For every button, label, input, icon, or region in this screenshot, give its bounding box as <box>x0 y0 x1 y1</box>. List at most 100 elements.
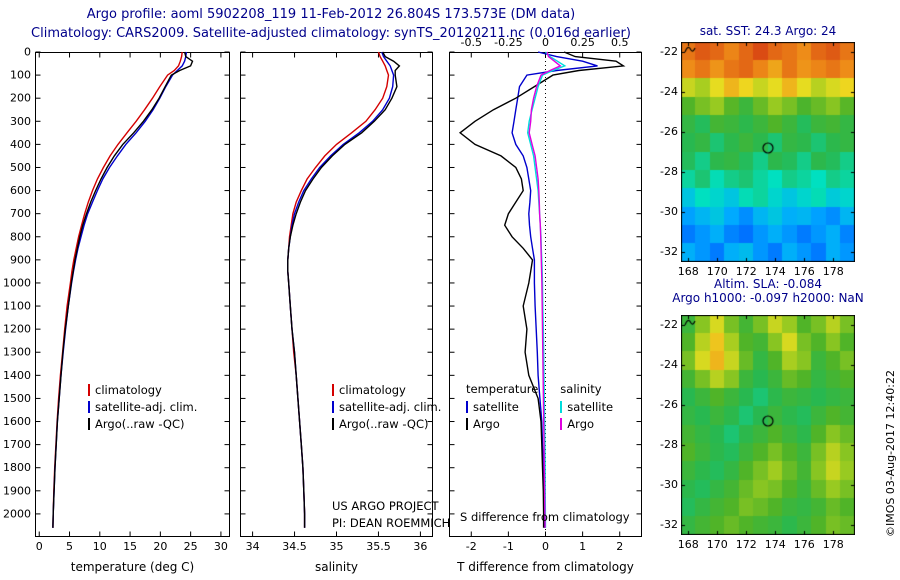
difference-axis-label: T difference from climatology <box>457 560 634 574</box>
legend-item: satellite-adj. clim. <box>332 398 441 415</box>
y-tick-label: 700 <box>10 207 31 220</box>
legend-label: Argo <box>567 416 595 431</box>
legend-item: Argo(..raw -QC) <box>332 415 441 432</box>
x-tick-label: 35 <box>330 540 344 553</box>
salinity-axis-label: salinity <box>314 560 359 574</box>
map-y-tick-label: -32 <box>660 245 678 258</box>
map-y-tick-label: -32 <box>660 518 678 531</box>
map-y-tick-label: -28 <box>660 438 678 451</box>
sst-map-canvas <box>681 42 855 262</box>
title-line-2: Climatology: CARS2009. Satellite-adjuste… <box>31 26 631 41</box>
y-tick-label: 1500 <box>3 392 31 405</box>
legend-label: satellite-adj. clim. <box>95 399 198 414</box>
map-y-tick-label: -28 <box>660 165 678 178</box>
series-climatology <box>52 51 183 528</box>
legend-label: Argo(..raw -QC) <box>95 416 185 431</box>
x-tick-label: 5 <box>66 540 73 553</box>
map-x-tick-label: 170 <box>706 538 728 551</box>
series-satellite-adj--clim- <box>287 51 395 528</box>
series-satellite-adj--clim- <box>52 51 188 528</box>
x-tick-label: 15 <box>123 540 137 553</box>
series-argo---raw--qc- <box>287 51 401 528</box>
map-x-tick-label: 178 <box>822 265 844 278</box>
satellite-color-bar <box>466 400 468 413</box>
argo-color-bar <box>466 417 468 430</box>
x-tick-label: -2 <box>466 540 477 553</box>
top-x-tick-label: -0.25 <box>494 36 522 49</box>
legend-item: satellite <box>560 398 613 415</box>
x-tick-label: 0 <box>542 540 549 553</box>
title-line-1: Argo profile: aoml 5902208_119 11-Feb-20… <box>86 7 576 22</box>
x-tick-label: 35.5 <box>366 540 391 553</box>
sst-map-title: sat. SST: 24.3 Argo: 24 <box>699 24 837 38</box>
map-y-tick-label: -22 <box>660 45 678 58</box>
map-x-tick-label: 170 <box>706 265 728 278</box>
map-x-tick-label: 168 <box>677 538 699 551</box>
map-x-tick-label: 176 <box>793 538 815 551</box>
legend-item: satellite-adj. clim. <box>88 398 197 415</box>
map-x-tick-label: 178 <box>822 538 844 551</box>
plot-frame <box>35 52 230 537</box>
y-tick-label: 100 <box>10 69 31 82</box>
y-tick-label: 800 <box>10 230 31 243</box>
y-tick-label: 1900 <box>3 484 31 497</box>
legend-label: satellite-adj. clim. <box>339 399 442 414</box>
pi-text: PI: DEAN ROEMMICH <box>332 516 451 530</box>
x-tick-label: 30 <box>214 540 228 553</box>
legend-label: Argo(..raw -QC) <box>339 416 429 431</box>
top-x-tick-label: -0.5 <box>461 36 482 49</box>
x-tick-label: 20 <box>153 540 167 553</box>
x-tick-label: 10 <box>93 540 107 553</box>
y-tick-label: 2000 <box>3 507 31 520</box>
y-tick-label: 1200 <box>3 323 31 336</box>
argo-color-bar <box>88 417 90 430</box>
legend-label: Argo <box>473 416 500 431</box>
temperature-profile-plot: 0 5 10 15 20 25 300100200300400500600700800900… <box>3 46 230 553</box>
argo-salinity-color-bar <box>560 417 563 430</box>
y-tick-label: 500 <box>10 161 31 174</box>
plot-frame <box>240 52 433 537</box>
sla-map-canvas <box>681 315 855 535</box>
legend-item: Argo <box>466 415 538 432</box>
y-tick-label: 1400 <box>3 369 31 382</box>
us-argo-project-text: US ARGO PROJECT <box>332 499 439 513</box>
temperature-axis-label: temperature (deg C) <box>70 560 195 574</box>
s-difference-label: S difference from climatology <box>460 510 630 524</box>
top-x-tick-label: 0 <box>542 36 549 49</box>
satellite-salinity-color-bar <box>560 400 563 413</box>
profile-legend-salinity: climatology satellite-adj. clim. Argo(..… <box>332 381 441 432</box>
difference-profile-plot: -2 -1 0 1 2 -0.5 -0.25 0 0.25 0.5 <box>449 36 642 553</box>
x-tick-label: 2 <box>616 540 623 553</box>
legend-column-header: salinity <box>560 382 602 396</box>
map-x-tick-label: 168 <box>677 265 699 278</box>
y-tick-label: 200 <box>10 92 31 105</box>
series-s-satellite <box>526 51 567 528</box>
series-climatology <box>287 51 390 528</box>
sla-map-title-line2: Argo h1000: -0.097 h2000: NaN <box>672 291 864 305</box>
x-tick-label: 34 <box>246 540 260 553</box>
difference-legend: temperature satellite Argo salinity sate… <box>466 381 613 432</box>
y-tick-label: 1700 <box>3 438 31 451</box>
series-t-argo <box>458 51 626 528</box>
map-y-tick-label: -30 <box>660 478 678 491</box>
map-x-tick-label: 172 <box>735 265 757 278</box>
series-s-argo <box>528 51 562 528</box>
profile-legend-temperature: climatology satellite-adj. clim. Argo(..… <box>88 381 197 432</box>
y-tick-label: 600 <box>10 184 31 197</box>
map-y-tick-label: -22 <box>660 318 678 331</box>
argo-color-bar <box>332 417 334 430</box>
map-y-tick-label: -26 <box>660 125 678 138</box>
map-x-tick-label: 172 <box>735 538 757 551</box>
top-x-tick-label: 0.25 <box>570 36 595 49</box>
x-tick-label: -1 <box>503 540 514 553</box>
salinity-profile-plot: 34 34.5 35 35.5 36 <box>240 51 433 553</box>
map-y-tick-label: -26 <box>660 398 678 411</box>
y-tick-label: 0 <box>24 46 31 59</box>
legend-item: climatology <box>332 381 441 398</box>
difference-legend-salinity-column: salinity satellite Argo <box>560 381 613 432</box>
x-tick-label: 0 <box>36 540 43 553</box>
series-t-satellite <box>511 51 598 528</box>
y-tick-label: 1100 <box>3 300 31 313</box>
map-x-tick-label: 176 <box>793 265 815 278</box>
